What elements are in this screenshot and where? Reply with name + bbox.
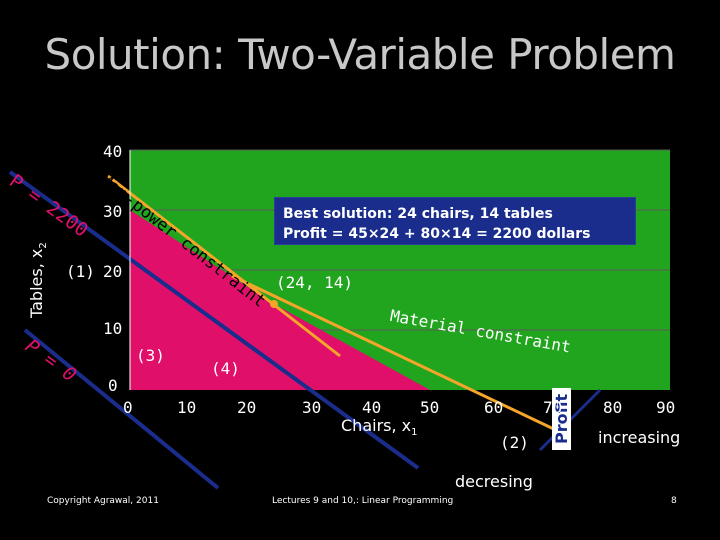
x-tick-10: 10	[177, 398, 197, 417]
x-tick-60: 60	[484, 398, 504, 417]
x-tick-0: 0	[123, 398, 133, 417]
y-tick-30: 30	[103, 202, 123, 221]
optimum-point	[270, 300, 278, 308]
slide-title: Solution: Two-Variable Problem	[44, 30, 676, 79]
constraint-3-label: (3)	[136, 346, 165, 365]
x-tick-20: 20	[237, 398, 257, 417]
feasible-region	[130, 210, 430, 390]
material-constraint-line	[231, 274, 561, 434]
x-axis-label: Chairs, x1	[341, 416, 418, 439]
x-tick-50: 50	[420, 398, 440, 417]
y-tick-10: 10	[103, 319, 123, 338]
profit-line-2200	[8, 170, 420, 470]
x-tick-90: 90	[656, 398, 676, 417]
footer-lecture: Lectures 9 and 10,: Linear Programming	[272, 496, 454, 506]
constraint-4-label: (4)	[211, 359, 240, 378]
y-tick-40: 40	[103, 142, 123, 161]
x-tick-30: 30	[302, 398, 322, 417]
profit-increasing-label: increasing	[598, 428, 681, 447]
constraint-2-label: (2)	[500, 433, 529, 452]
solution-line-1: Best solution: 24 chairs, 14 tables	[283, 206, 553, 222]
y-axis-label: Tables, x2	[27, 242, 50, 318]
x-tick-70: 70	[543, 398, 563, 417]
profit-line-zero	[23, 328, 220, 490]
manpower-constraint-line	[107, 174, 341, 358]
solution-line-2: Profit = 45×24 + 80×14 = 2200 dollars	[283, 226, 591, 242]
constraint-1-label: (1)	[66, 262, 95, 281]
y-tick-20: 20	[103, 262, 123, 281]
x-tick-80: 80	[603, 398, 623, 417]
solution-box: Best solution: 24 chairs, 14 tables Prof…	[274, 197, 636, 245]
profit-decreasing-label: decresing	[455, 472, 533, 491]
x-tick-40: 40	[362, 398, 382, 417]
optimum-point-label: (24, 14)	[276, 273, 354, 292]
footer-page-number: 8	[671, 496, 677, 506]
footer-copyright: Copyright Agrawal, 2011	[47, 496, 159, 506]
y-tick-0: 0	[108, 376, 118, 395]
